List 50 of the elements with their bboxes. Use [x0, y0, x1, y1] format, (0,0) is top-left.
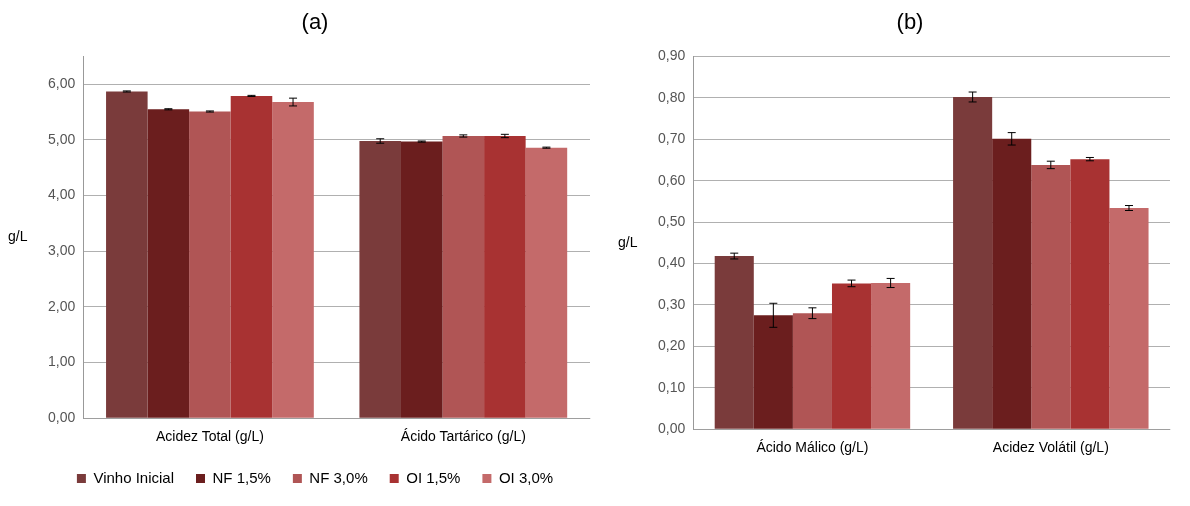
bar — [1109, 208, 1149, 429]
y-tick-label: 1,00 — [48, 353, 76, 370]
bar — [147, 109, 190, 418]
y-axis-title: g/L — [8, 228, 28, 245]
bar — [992, 138, 1032, 429]
legend-label: OI 3,0% — [498, 468, 554, 486]
y-tick-label: 3,00 — [48, 242, 76, 259]
legend-label: NF 3,0% — [309, 468, 368, 486]
bar — [359, 141, 401, 418]
y-tick-label: 4,00 — [48, 186, 76, 203]
y-tick-label: 0,20 — [658, 337, 686, 354]
bar — [953, 96, 993, 429]
bar — [106, 91, 148, 418]
bar — [272, 102, 314, 418]
bar — [230, 95, 273, 418]
y-tick-label: 0,30 — [658, 295, 686, 312]
x-tick-label: Acidez Volátil (g/L) — [992, 439, 1109, 456]
y-tick-label: 0,00 — [48, 409, 76, 426]
bar — [714, 256, 754, 429]
y-tick-label: 0,60 — [658, 171, 686, 188]
x-tick-label: Ácido Tartárico (g/L) — [400, 428, 526, 445]
bar — [1070, 159, 1110, 429]
bar — [525, 147, 568, 418]
bar — [1031, 164, 1071, 429]
y-tick-label: 0,70 — [658, 130, 686, 147]
bar — [831, 283, 872, 429]
y-tick-label: 5,00 — [48, 130, 76, 147]
x-tick-label: Acidez Total (g/L) — [155, 428, 264, 445]
bar — [484, 136, 526, 418]
bar — [753, 315, 793, 429]
bar — [871, 282, 911, 429]
legend-label: Vinho Inicial — [93, 468, 175, 486]
chart-title: (b) — [896, 9, 924, 35]
y-tick-label: 0,40 — [658, 254, 686, 271]
y-tick-label: 2,00 — [48, 297, 76, 314]
bar — [400, 141, 443, 418]
bar — [189, 111, 231, 418]
chart-title: (a) — [301, 9, 329, 35]
y-tick-label: 0,50 — [658, 212, 686, 229]
bar — [442, 136, 485, 418]
y-tick-label: 0,10 — [658, 378, 686, 395]
bar — [792, 313, 832, 429]
legend-label: NF 1,5% — [212, 468, 271, 486]
x-tick-label: Ácido Málico (g/L) — [756, 439, 869, 456]
legend-label: OI 1,5% — [406, 468, 461, 486]
y-tick-label: 0,00 — [658, 420, 686, 437]
y-tick-label: 6,00 — [48, 75, 76, 92]
y-tick-label: 0,90 — [658, 47, 686, 64]
y-axis-title: g/L — [618, 233, 638, 250]
y-tick-label: 0,80 — [658, 88, 686, 105]
